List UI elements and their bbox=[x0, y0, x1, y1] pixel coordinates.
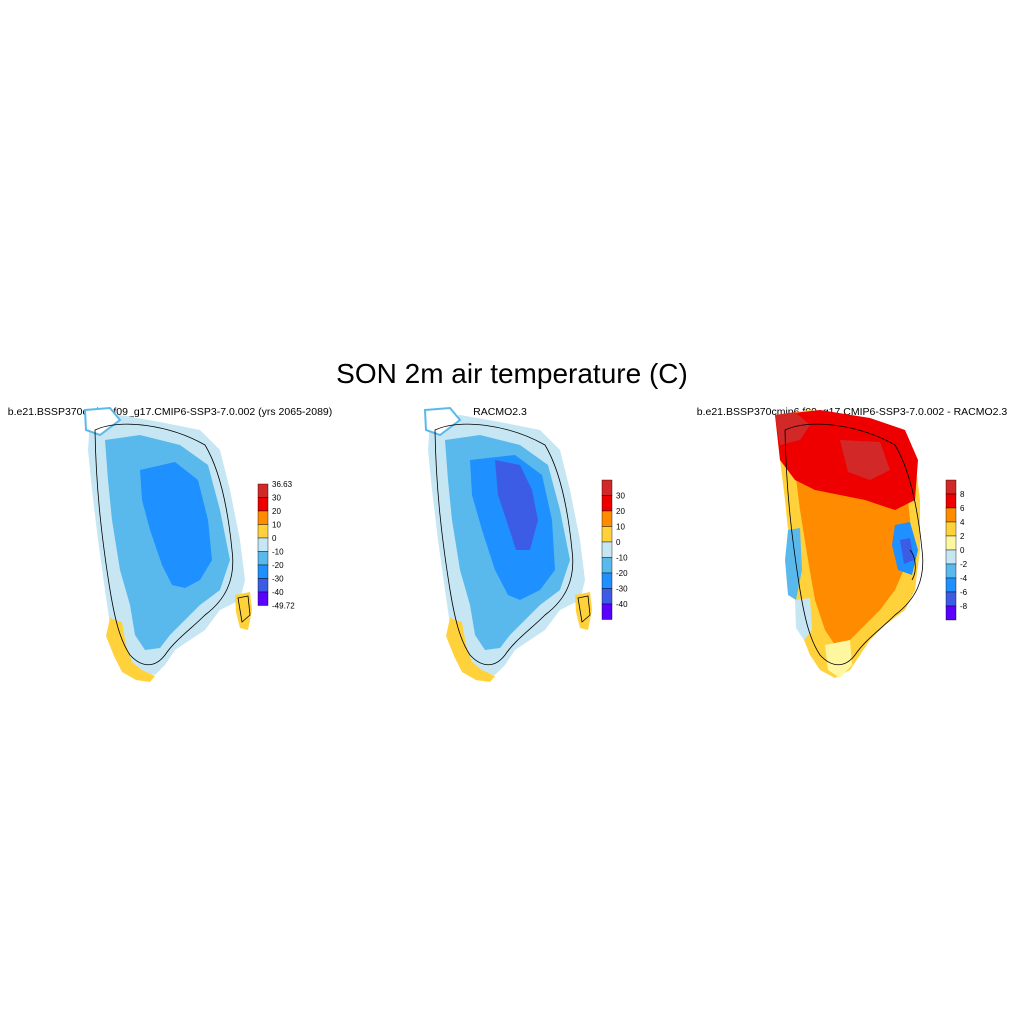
colorbar-box bbox=[257, 483, 269, 498]
coastal-warm-southeast bbox=[235, 592, 252, 630]
panel-3-colorbar: 8 6 4 2 0 -2 -4 -6 -8 bbox=[945, 479, 968, 621]
figure-title: SON 2m air temperature (C) bbox=[336, 358, 688, 389]
coastal-warm-southeast bbox=[575, 592, 592, 630]
coastline bbox=[434, 423, 574, 666]
colorbar-box bbox=[257, 564, 269, 579]
colorbar-box bbox=[601, 557, 613, 574]
colorbar-box bbox=[945, 591, 957, 607]
colorbar-tick-label: -49.72 bbox=[272, 602, 295, 611]
colorbar-box bbox=[601, 541, 613, 558]
island-outline-east bbox=[909, 549, 916, 581]
colorbar-box bbox=[601, 572, 613, 589]
inner-ice-zone bbox=[140, 462, 212, 588]
colorbar-tick-label: 10 bbox=[616, 523, 625, 532]
southwest-neutral-zone bbox=[795, 598, 812, 640]
colorbar-tick-label: 4 bbox=[960, 518, 965, 527]
northwest-hottest-strip bbox=[775, 412, 810, 445]
colorbar-box bbox=[945, 563, 957, 579]
colorbar-tick-label: 36.63 bbox=[272, 480, 293, 489]
colorbar-box bbox=[257, 551, 269, 566]
colorbar-tick-label: -40 bbox=[616, 600, 628, 609]
colorbar-box bbox=[601, 603, 613, 620]
panel-1-map bbox=[83, 406, 252, 682]
colorbar-tick-label: 0 bbox=[272, 534, 277, 543]
colorbar-box bbox=[601, 495, 613, 512]
colorbar-box bbox=[945, 493, 957, 509]
colorbar-box bbox=[945, 549, 957, 565]
colorbar-tick-label: -10 bbox=[272, 548, 284, 557]
colorbar-box bbox=[257, 537, 269, 552]
colorbar-tick-label: 0 bbox=[960, 546, 965, 555]
colorbar-tick-label: 0 bbox=[616, 538, 621, 547]
east-coolest-zone bbox=[900, 538, 914, 564]
colorbar-tick-label: -8 bbox=[960, 602, 968, 611]
panel-3-title: b.e21.BSSP370cmip6.f09_g17.CMIP6-SSP3-7.… bbox=[696, 406, 1008, 418]
colorbar-tick-label: 8 bbox=[960, 490, 965, 499]
colorbar-box bbox=[945, 605, 957, 621]
colorbar-tick-label: 2 bbox=[960, 532, 965, 541]
panel-2-colorbar: 30 20 10 0 -10 -20 -30 -40 bbox=[601, 479, 628, 620]
panel-3-map bbox=[775, 410, 924, 678]
colorbar-box bbox=[945, 577, 957, 593]
colorbar-tick-label: -20 bbox=[272, 561, 284, 570]
colorbar-tick-label: -20 bbox=[616, 569, 628, 578]
map-field bbox=[423, 406, 592, 682]
colorbar-box bbox=[945, 507, 957, 523]
colorbar-box bbox=[945, 521, 957, 537]
panel-1-colorbar: 36.63 30 20 10 0 -10 -20 -30 -40 -49.72 bbox=[257, 480, 295, 611]
coastal-warm-southwest bbox=[446, 618, 495, 682]
colorbar-box bbox=[257, 497, 269, 512]
colorbar-box bbox=[257, 578, 269, 593]
core-ice-zone bbox=[495, 460, 538, 550]
south-warm-tip bbox=[825, 640, 852, 678]
island-outline-east bbox=[577, 595, 591, 623]
colorbar-tick-label: -30 bbox=[616, 585, 628, 594]
northwest-ocean-patch bbox=[83, 406, 122, 437]
coastline bbox=[94, 423, 234, 666]
colorbar-tick-label: 20 bbox=[616, 507, 625, 516]
island-outline-east bbox=[237, 595, 251, 623]
colorbar-tick-label: 10 bbox=[272, 521, 281, 530]
coastline bbox=[784, 423, 924, 666]
panel-2-map bbox=[423, 406, 592, 682]
colorbar-tick-label: 30 bbox=[272, 494, 281, 503]
colorbar-tick-label: 6 bbox=[960, 504, 965, 513]
north-hottest-zone bbox=[840, 440, 890, 480]
colorbar-box bbox=[945, 479, 957, 495]
colorbar-tick-label: 30 bbox=[616, 492, 625, 501]
colorbar-tick-label: -40 bbox=[272, 588, 284, 597]
colorbar-tick-label: -30 bbox=[272, 575, 284, 584]
colorbar-tick-label: -10 bbox=[616, 554, 628, 563]
colorbar-box bbox=[257, 524, 269, 539]
colorbar-tick-label: -2 bbox=[960, 560, 968, 569]
colorbar-box bbox=[601, 479, 613, 496]
colorbar-box bbox=[601, 510, 613, 527]
west-cool-zone bbox=[785, 528, 802, 600]
coastal-warm-southwest bbox=[106, 618, 155, 682]
colorbar-box bbox=[257, 591, 269, 606]
colorbar-box bbox=[257, 510, 269, 525]
panel-2-title: RACMO2.3 bbox=[473, 406, 527, 418]
northwest-ocean-patch bbox=[423, 406, 462, 437]
colorbar-tick-label: -4 bbox=[960, 574, 968, 583]
map-field bbox=[83, 406, 252, 682]
colorbar-tick-label: 20 bbox=[272, 507, 281, 516]
colorbar-box bbox=[601, 526, 613, 543]
map-field bbox=[775, 410, 920, 678]
colorbar-box bbox=[601, 588, 613, 605]
colorbar-box bbox=[945, 535, 957, 551]
colorbar-tick-label: -6 bbox=[960, 588, 968, 597]
